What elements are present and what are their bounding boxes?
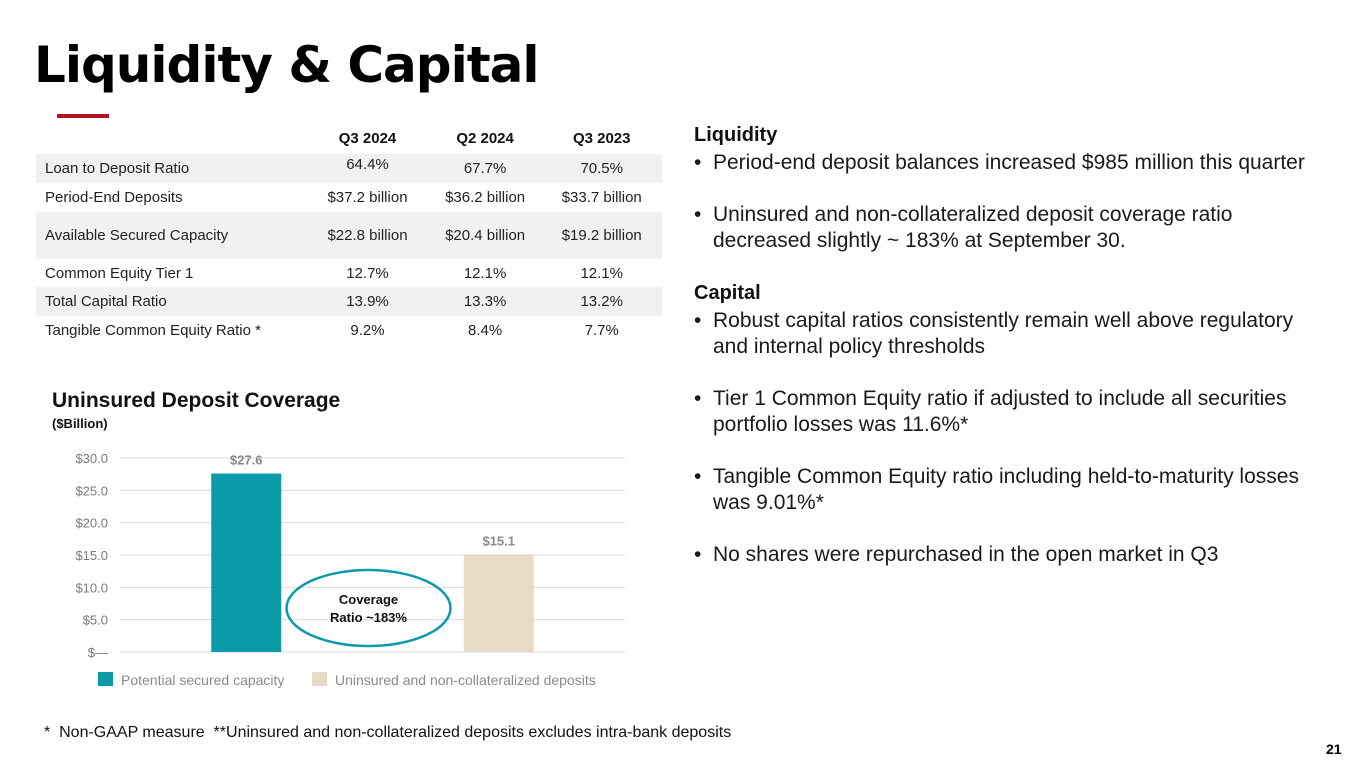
bullet-icon: • [694, 151, 702, 174]
bullet-text: Robust capital ratios consistently remai… [713, 309, 1294, 358]
bullet-icon: • [694, 387, 702, 410]
table-row: Common Equity Tier 1 12.7% 12.1% 12.1% [36, 259, 662, 287]
table-header-q3-2023: Q3 2023 [572, 129, 631, 147]
footnote: * Non-GAAP measure **Uninsured and non-c… [44, 724, 732, 741]
liquidity-heading: Liquidity [694, 124, 778, 146]
y-tick-label: $5.0 [83, 613, 108, 628]
legend-swatch [98, 672, 113, 686]
liquidity-bullet: • Period-end deposit balances increased … [694, 150, 1324, 176]
cell-value: 70.5% [541, 154, 662, 183]
capital-bullet: • Tangible Common Equity ratio including… [694, 464, 1324, 516]
table-row: Total Capital Ratio 13.9% 13.3% 13.2% [36, 287, 662, 316]
legend-label: Potential secured capacity [121, 672, 284, 688]
coverage-ratio-ellipse [285, 568, 452, 648]
data-label: $15.1 [482, 533, 515, 548]
bullet-icon: • [694, 465, 702, 488]
page-title: Liquidity & Capital [34, 36, 540, 94]
chart-subtitle: ($Billion) [52, 416, 108, 431]
cell-value: 13.9% [306, 287, 429, 316]
bar [463, 554, 534, 652]
legend-label: Uninsured and non-collateralized deposit… [335, 672, 596, 688]
cell-value: $20.4 billion [428, 212, 542, 259]
capital-bullet: • No shares were repurchased in the open… [694, 542, 1324, 568]
y-tick-label: $25.0 [75, 483, 108, 498]
bullet-text: No shares were repurchased in the open m… [713, 543, 1219, 566]
cell-value: 12.1% [580, 264, 623, 282]
table-header-row: Q3 2024 Q2 2024 Q3 2023 [36, 122, 662, 154]
cell-value: 13.2% [541, 287, 662, 316]
title-underline [57, 114, 109, 118]
cell-value: 12.7% [346, 264, 389, 282]
cell-value: 8.4% [467, 322, 503, 339]
page-number: 21 [1326, 741, 1342, 757]
row-label: Common Equity Tier 1 [45, 264, 194, 282]
cell-value: 13.3% [428, 287, 542, 316]
commentary-panel: Liquidity • Period-end deposit balances … [694, 122, 1324, 568]
liquidity-bullet: • Uninsured and non-collateralized depos… [694, 202, 1324, 254]
bar [211, 473, 282, 652]
y-tick-label: $20.0 [75, 516, 108, 531]
table-row: Available Secured Capacity $22.8 billion… [36, 212, 662, 259]
bullet-text: Uninsured and non-collateralized deposit… [713, 203, 1233, 252]
table-row: Tangible Common Equity Ratio * 9.2% 8.4%… [36, 316, 662, 345]
bullet-text: Tier 1 Common Equity ratio if adjusted t… [713, 387, 1287, 436]
row-label: Period-End Deposits [45, 189, 183, 206]
metrics-table: Q3 2024 Q2 2024 Q3 2023 Loan to Deposit … [36, 122, 662, 345]
y-tick-label: $15.0 [75, 548, 108, 563]
bullet-icon: • [694, 543, 702, 566]
y-tick-label: $10.0 [75, 580, 108, 595]
table-header-q2-2024: Q2 2024 [456, 129, 514, 147]
legend-swatch [312, 672, 327, 686]
row-label: Tangible Common Equity Ratio * [45, 322, 261, 339]
table-header-q3-2024: Q3 2024 [338, 129, 397, 147]
cell-value: $36.2 billion [445, 189, 526, 206]
cell-value: 9.2% [350, 322, 385, 339]
cell-value: 12.1% [463, 264, 507, 282]
cell-value: $19.2 billion [541, 212, 662, 259]
y-tick-label: $— [88, 645, 108, 660]
bullet-icon: • [694, 203, 702, 226]
cell-value: $22.8 billion [306, 212, 429, 259]
cell-value: $33.7 billion [561, 189, 642, 206]
table-row: Loan to Deposit Ratio 64.4% 67.7% 70.5% [36, 154, 662, 183]
capital-bullet: • Tier 1 Common Equity ratio if adjusted… [694, 386, 1324, 438]
coverage-ratio-annotation: Ratio ~183% [330, 610, 407, 625]
coverage-chart: $— $5.0 $10.0 $15.0 $20.0 $25.0 $30.0 $27.6 $15.… [75, 451, 625, 688]
bullet-icon: • [694, 309, 702, 332]
bullet-text: Tangible Common Equity ratio including h… [713, 465, 1299, 514]
row-label: Loan to Deposit Ratio [36, 154, 307, 183]
chart-title: Uninsured Deposit Coverage [52, 389, 341, 412]
cell-value: 64.4% [306, 154, 429, 183]
row-label: Total Capital Ratio [36, 287, 307, 316]
row-label: Available Secured Capacity [36, 212, 307, 259]
table-header-label [36, 122, 306, 154]
coverage-ratio-annotation: Coverage [339, 592, 398, 607]
capital-heading: Capital [694, 282, 761, 304]
table-row: Period-End Deposits $37.2 billion $36.2 … [36, 183, 662, 212]
capital-bullet: • Robust capital ratios consistently rem… [694, 308, 1324, 360]
data-label: $27.6 [230, 453, 263, 468]
cell-value: $37.2 billion [327, 189, 408, 206]
cell-value: 7.7% [584, 322, 619, 339]
cell-value: 67.7% [428, 154, 542, 183]
y-tick-label: $30.0 [75, 451, 108, 466]
bullet-text: Period-end deposit balances increased $9… [713, 151, 1305, 174]
